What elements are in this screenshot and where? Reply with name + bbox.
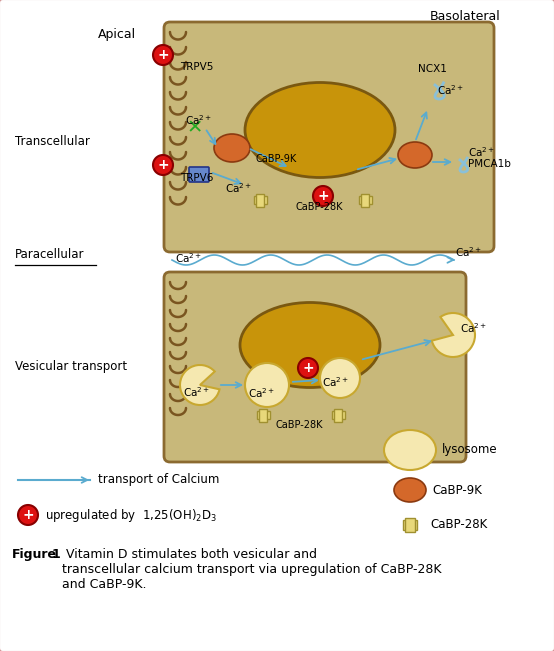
Ellipse shape [245, 367, 289, 403]
Text: CaBP-28K: CaBP-28K [430, 518, 488, 531]
Text: Paracellular: Paracellular [15, 248, 85, 261]
Text: ✕: ✕ [187, 118, 203, 137]
Text: transport of Calcium: transport of Calcium [98, 473, 219, 486]
FancyBboxPatch shape [164, 22, 494, 252]
Text: upregulated by  1,25(OH)$_2$D$_3$: upregulated by 1,25(OH)$_2$D$_3$ [45, 506, 217, 523]
Text: PMCA1b: PMCA1b [468, 159, 511, 169]
Circle shape [153, 155, 173, 175]
Bar [358, 196, 372, 204]
Text: Ca$^{2+}$: Ca$^{2+}$ [468, 145, 495, 159]
Text: CaBP-9K: CaBP-9K [255, 154, 296, 164]
Text: Basolateral: Basolateral [430, 10, 501, 23]
FancyBboxPatch shape [189, 167, 209, 182]
Text: +: + [157, 48, 169, 62]
Text: TRPV5: TRPV5 [180, 62, 213, 72]
Bar [256, 193, 264, 206]
Circle shape [18, 505, 38, 525]
Text: +: + [22, 508, 34, 522]
Text: +: + [302, 361, 314, 375]
Bar [334, 408, 342, 421]
Wedge shape [320, 358, 360, 398]
Bar [403, 520, 417, 530]
Wedge shape [180, 365, 219, 405]
Circle shape [153, 45, 173, 65]
Text: Ca$^{2+}$: Ca$^{2+}$ [183, 385, 210, 399]
Text: TRPV6: TRPV6 [180, 173, 213, 183]
Circle shape [313, 186, 333, 206]
Text: Vitamin D stimulates both vesicular and
transcellular calcium transport via upre: Vitamin D stimulates both vesicular and … [62, 548, 442, 591]
Text: lysosome: lysosome [442, 443, 497, 456]
Bar [257, 411, 269, 419]
Text: 1: 1 [52, 548, 61, 561]
Ellipse shape [394, 478, 426, 502]
Ellipse shape [240, 303, 380, 387]
Text: Figure: Figure [12, 548, 57, 561]
Bar [254, 196, 266, 204]
Text: Vesicular transport: Vesicular transport [15, 360, 127, 373]
Ellipse shape [214, 134, 250, 162]
Text: Ca$^{2+}$: Ca$^{2+}$ [248, 386, 275, 400]
Text: Transcellular: Transcellular [15, 135, 90, 148]
Wedge shape [245, 363, 289, 407]
Ellipse shape [320, 362, 360, 394]
Text: Ca$^{2+}$: Ca$^{2+}$ [437, 83, 464, 97]
Text: CaBP-28K: CaBP-28K [295, 202, 342, 212]
Text: NCX1: NCX1 [418, 64, 447, 74]
Text: Ca$^{2+}$: Ca$^{2+}$ [185, 113, 212, 127]
Bar [361, 193, 370, 206]
Bar [259, 408, 267, 421]
Text: Apical: Apical [98, 28, 136, 41]
Text: CaBP-9K: CaBP-9K [432, 484, 482, 497]
Text: Ca$^{2+}$: Ca$^{2+}$ [322, 375, 349, 389]
Text: +: + [157, 158, 169, 172]
Bar [331, 411, 345, 419]
Text: Ca$^{2+}$: Ca$^{2+}$ [175, 251, 202, 265]
Ellipse shape [398, 142, 432, 168]
Text: CaBP-28K: CaBP-28K [275, 420, 322, 430]
FancyBboxPatch shape [164, 272, 466, 462]
Text: +: + [317, 189, 329, 203]
Text: Ca$^{2+}$: Ca$^{2+}$ [225, 181, 252, 195]
Ellipse shape [384, 430, 436, 470]
Wedge shape [432, 313, 475, 357]
Bar [406, 518, 414, 532]
Text: Ca$^{2+}$: Ca$^{2+}$ [455, 245, 482, 259]
Circle shape [298, 358, 318, 378]
Ellipse shape [245, 83, 395, 178]
Text: Ca$^{2+}$: Ca$^{2+}$ [460, 321, 487, 335]
